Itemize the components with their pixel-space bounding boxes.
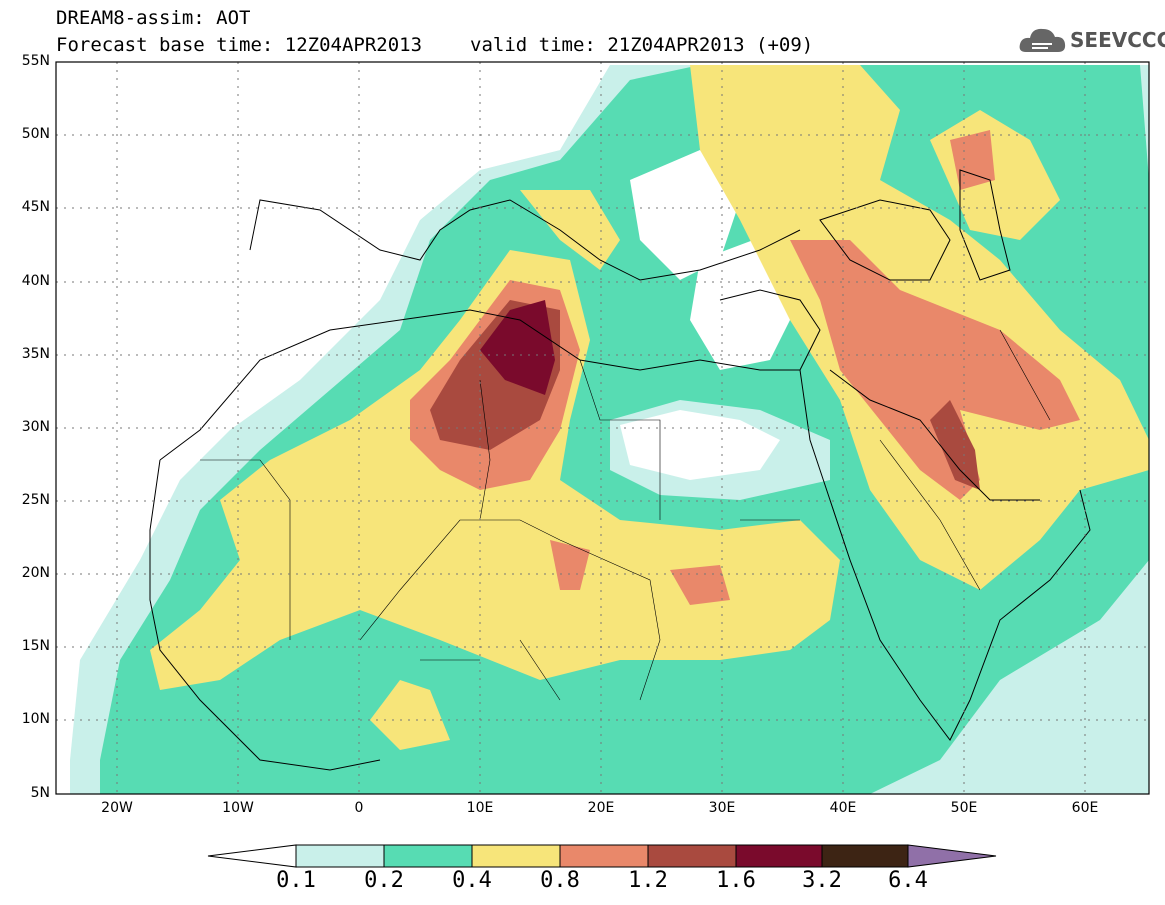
colorbar-under-arrow (207, 844, 297, 868)
aot-band-0.8-sudan (670, 565, 730, 605)
lon-label: 60E (1071, 800, 1099, 816)
lon-label: 10E (466, 800, 494, 816)
aot-band-0.4-guinea (370, 680, 450, 750)
seevccc-logo: SEEVCCC (1018, 22, 1165, 58)
lat-label: 40N (21, 273, 50, 289)
lat-label: 30N (21, 419, 50, 435)
clear-area-balkans (630, 150, 740, 280)
aot-band-1.6-tunisia (480, 300, 555, 395)
logo-text: SEEVCCC (1070, 28, 1165, 52)
lat-label: 45N (21, 199, 50, 215)
lon-label: 30E (708, 800, 736, 816)
aot-band-0.8-iraq (790, 240, 1080, 500)
lon-label: 0 (354, 800, 364, 816)
lat-label: 25N (21, 492, 50, 508)
coastlines (149, 169, 1091, 771)
lon-label: 40E (829, 800, 857, 816)
colorbar-label: 0.4 (452, 868, 492, 893)
lat-label: 15N (21, 638, 50, 654)
colorbar-swatch (647, 844, 737, 868)
aot-band-0.8-kazakh (950, 130, 995, 190)
clear-area-europe (180, 62, 600, 260)
colorbar-swatch (295, 844, 385, 868)
valid-time: valid time: 21Z04APR2013 (+09) (470, 34, 814, 56)
aot-band-1.2-gulf (930, 400, 980, 490)
colorbar-swatch (559, 844, 649, 868)
colorbar-swatch (735, 844, 823, 868)
aot-band-0.8-chad (550, 540, 590, 590)
colorbar-label: 1.2 (628, 868, 668, 893)
colorbar-swatch (383, 844, 473, 868)
base-time: Forecast base time: 12Z04APR2013 (56, 34, 423, 56)
lat-label: 10N (21, 711, 50, 727)
colorbar-label: 0.8 (540, 868, 580, 893)
lat-label: 50N (21, 126, 50, 142)
country-borders (200, 329, 1051, 701)
lat-label: 35N (21, 346, 50, 362)
colorbar-swatch (471, 844, 561, 868)
colorbar-label: 0.1 (276, 868, 316, 893)
colorbar-swatch (821, 844, 909, 868)
lat-label: 20N (21, 565, 50, 581)
lon-label: 10W (222, 800, 254, 816)
aot-band-0.4-adriatic (520, 190, 620, 270)
colorbar-label: 6.4 (888, 868, 928, 893)
colorbar-label: 3.2 (802, 868, 842, 893)
forecast-times: Forecast base time: 12Z04APR2013 valid ti… (56, 35, 813, 55)
lon-label: 20W (101, 800, 133, 816)
colorbar (207, 844, 997, 868)
lat-label: 55N (21, 53, 50, 69)
lon-label: 50E (950, 800, 978, 816)
lon-label: 20E (587, 800, 615, 816)
cloud-icon (1019, 28, 1066, 52)
colorbar-label: 0.2 (364, 868, 404, 893)
map-frame (55, 61, 1150, 795)
colorbar-label: 1.6 (716, 868, 756, 893)
map-title: DREAM8-assim: AOT (56, 7, 251, 29)
colorbar-over-arrow (907, 844, 997, 868)
lat-label: 5N (30, 785, 50, 801)
